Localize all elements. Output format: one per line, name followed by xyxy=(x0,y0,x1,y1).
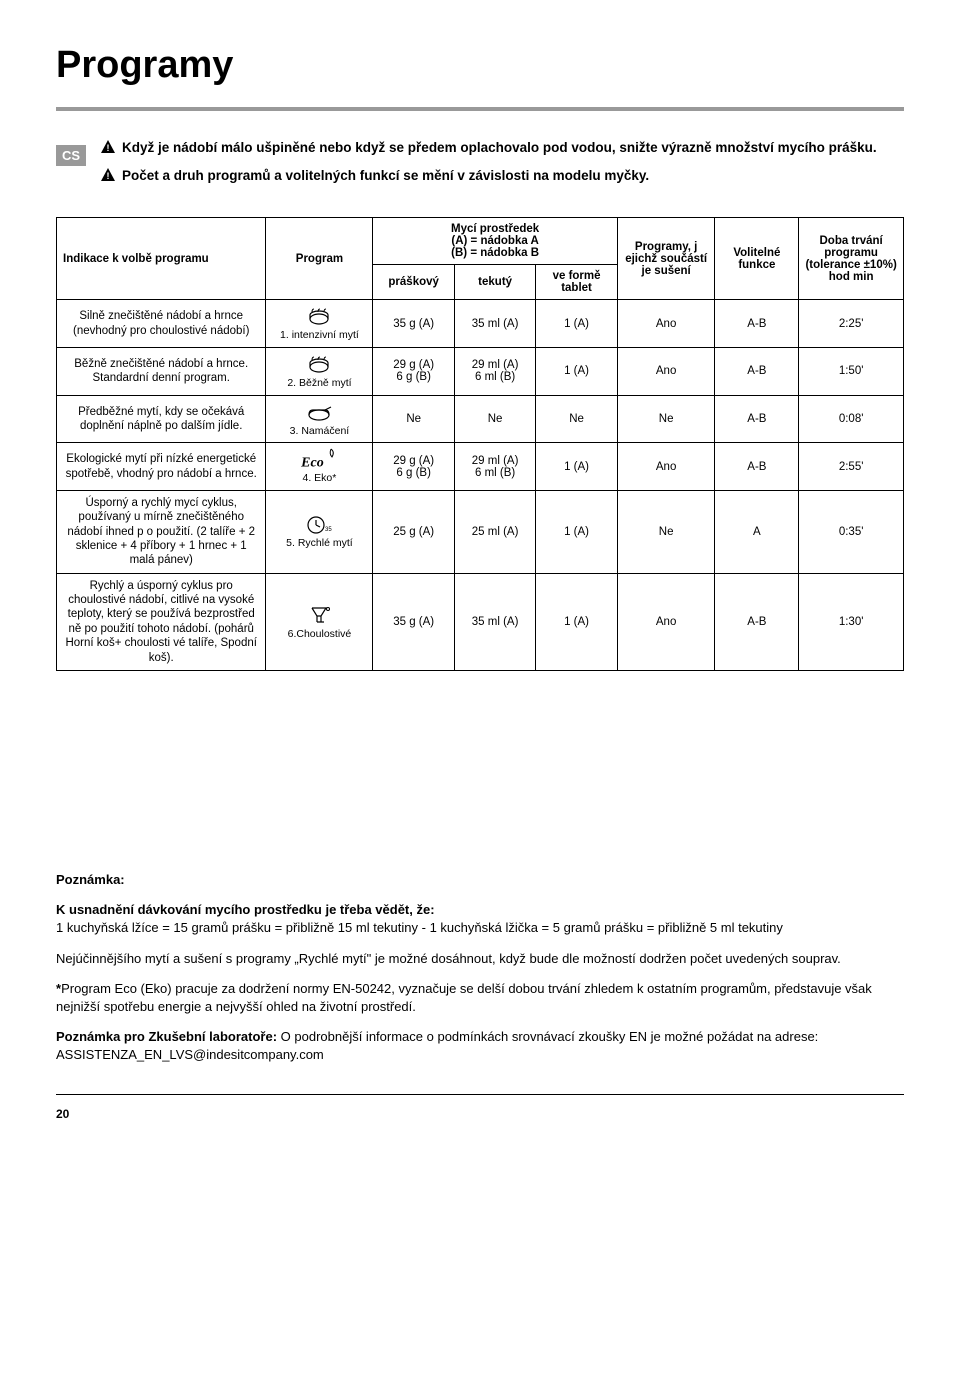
table-row: Ekologické mytí při nízké energetické sp… xyxy=(57,443,904,491)
dry-cell: Ano xyxy=(617,443,715,491)
intro-warn-2: ! Počet a druh programů a volitelných fu… xyxy=(100,167,904,185)
col-duration: Doba trvání programu (tolerance ±10%) ho… xyxy=(799,218,904,300)
powder-cell: 25 g (A) xyxy=(373,490,454,573)
program-cell: 6.Choulostivé xyxy=(266,573,373,670)
intro-warn-1: ! Když je nádobí málo ušpiněné nebo když… xyxy=(100,139,904,157)
col-detergent-group: Mycí prostředek (A) = nádobka A (B) = ná… xyxy=(373,218,617,265)
dry-cell: Ano xyxy=(617,573,715,670)
indication-cell: Běžně znečištěné nádobí a hrnce. Standar… xyxy=(57,348,266,396)
notes-lab: Poznámka pro Zkušební laboratoře: O podr… xyxy=(56,1028,904,1064)
program-icon xyxy=(272,604,366,626)
col-indication: Indikace k volbě programu xyxy=(57,218,266,300)
notes-dose-text: 1 kuchyňská lžíce = 15 gramů prášku = př… xyxy=(56,920,783,935)
liquid-cell: 25 ml (A) xyxy=(454,490,535,573)
table-row: Předběžné mytí, kdy se očekává doplnění … xyxy=(57,395,904,443)
opt-cell: A-B xyxy=(715,395,799,443)
time-cell: 2:25' xyxy=(799,300,904,348)
page-title: Programy xyxy=(56,44,233,86)
table-row: Rychlý a úsporný cyklus pro choulostivé … xyxy=(57,573,904,670)
tablet-cell: 1 (A) xyxy=(536,348,617,396)
col-drying: Programy, j ejichž součástí je sušení xyxy=(617,218,715,300)
time-cell: 0:35' xyxy=(799,490,904,573)
title-rule xyxy=(56,107,904,111)
liquid-cell: 35 ml (A) xyxy=(454,573,535,670)
notes-eco-text: Program Eco (Eko) pracuje za dodržení no… xyxy=(56,981,872,1014)
notes-block: Poznámka: K usnadnění dávkování mycího p… xyxy=(56,871,904,1065)
liquid-cell: 29 ml (A) 6 ml (B) xyxy=(454,348,535,396)
svg-text:35: 35 xyxy=(325,527,332,533)
intro-text-1: Když je nádobí málo ušpiněné nebo když s… xyxy=(122,139,877,157)
intro-text-2: Počet a druh programů a volitelných funk… xyxy=(122,167,649,185)
indication-cell: Předběžné mytí, kdy se očekává doplnění … xyxy=(57,395,266,443)
notes-eco: *Program Eco (Eko) pracuje za dodržení n… xyxy=(56,980,904,1016)
time-cell: 2:55' xyxy=(799,443,904,491)
powder-cell: 35 g (A) xyxy=(373,300,454,348)
opt-cell: A-B xyxy=(715,300,799,348)
warning-icon: ! xyxy=(100,139,116,155)
indication-cell: Rychlý a úsporný cyklus pro choulostivé … xyxy=(57,573,266,670)
program-cell: 2. Běžně mytí xyxy=(266,348,373,396)
powder-cell: Ne xyxy=(373,395,454,443)
table-row: Úsporný a rychlý mycí cyklus, používaný … xyxy=(57,490,904,573)
program-cell: Eco4. Eko* xyxy=(266,443,373,491)
program-icon: Eco xyxy=(272,448,366,470)
lang-badge: CS xyxy=(56,145,86,166)
indication-cell: Silně znečištěné nádobí a hrnce (nevhodn… xyxy=(57,300,266,348)
program-icon xyxy=(272,353,366,375)
tablet-cell: Ne xyxy=(536,395,617,443)
svg-text:!: ! xyxy=(107,171,110,181)
notes-lab-bold: Poznámka pro Zkušební laboratoře: xyxy=(56,1029,277,1044)
page-title-row: Programy xyxy=(56,44,904,87)
lang-badge-col: CS xyxy=(56,139,100,195)
opt-cell: A-B xyxy=(715,348,799,396)
opt-cell: A-B xyxy=(715,573,799,670)
svg-text:!: ! xyxy=(107,143,110,153)
powder-cell: 29 g (A) 6 g (B) xyxy=(373,348,454,396)
dry-cell: Ano xyxy=(617,348,715,396)
time-cell: 0:08' xyxy=(799,395,904,443)
intro-body: ! Když je nádobí málo ušpiněné nebo když… xyxy=(100,139,904,195)
tablet-cell: 1 (A) xyxy=(536,300,617,348)
programs-table: Indikace k volbě programu Program Mycí p… xyxy=(56,217,904,671)
indication-cell: Úsporný a rychlý mycí cyklus, používaný … xyxy=(57,490,266,573)
footer-rule xyxy=(56,1094,904,1101)
notes-dose-title: K usnadnění dávkování mycího prostředku … xyxy=(56,902,435,917)
dry-cell: Ne xyxy=(617,490,715,573)
notes-dose: K usnadnění dávkování mycího prostředku … xyxy=(56,901,904,937)
col-program: Program xyxy=(266,218,373,300)
dry-cell: Ne xyxy=(617,395,715,443)
indication-cell: Ekologické mytí při nízké energetické sp… xyxy=(57,443,266,491)
liquid-cell: 35 ml (A) xyxy=(454,300,535,348)
powder-cell: 35 g (A) xyxy=(373,573,454,670)
intro-block: CS ! Když je nádobí málo ušpiněné nebo k… xyxy=(56,139,904,195)
table-row: Běžně znečištěné nádobí a hrnce. Standar… xyxy=(57,348,904,396)
col-options: Volitelné funkce xyxy=(715,218,799,300)
col-det-liquid: tekutý xyxy=(454,265,535,300)
time-cell: 1:50' xyxy=(799,348,904,396)
notes-heading: Poznámka: xyxy=(56,871,904,889)
notes-rychle: Nejúčinnějšího mytí a sušení s programy … xyxy=(56,950,904,968)
tablet-cell: 1 (A) xyxy=(536,573,617,670)
program-cell: 355. Rychlé mytí xyxy=(266,490,373,573)
table-header-row: Indikace k volbě programu Program Mycí p… xyxy=(57,218,904,265)
opt-cell: A xyxy=(715,490,799,573)
program-icon xyxy=(272,305,366,327)
page-number: 20 xyxy=(56,1107,904,1121)
program-icon: 35 xyxy=(272,513,366,535)
table-row: Silně znečištěné nádobí a hrnce (nevhodn… xyxy=(57,300,904,348)
liquid-cell: 29 ml (A) 6 ml (B) xyxy=(454,443,535,491)
opt-cell: A-B xyxy=(715,443,799,491)
program-cell: 3. Namáčení xyxy=(266,395,373,443)
col-det-tablet: ve formě tablet xyxy=(536,265,617,300)
col-det-powder: práškový xyxy=(373,265,454,300)
program-icon xyxy=(272,401,366,423)
time-cell: 1:30' xyxy=(799,573,904,670)
warning-icon: ! xyxy=(100,167,116,183)
dry-cell: Ano xyxy=(617,300,715,348)
program-cell: 1. intenzivní mytí xyxy=(266,300,373,348)
liquid-cell: Ne xyxy=(454,395,535,443)
tablet-cell: 1 (A) xyxy=(536,490,617,573)
powder-cell: 29 g (A) 6 g (B) xyxy=(373,443,454,491)
tablet-cell: 1 (A) xyxy=(536,443,617,491)
